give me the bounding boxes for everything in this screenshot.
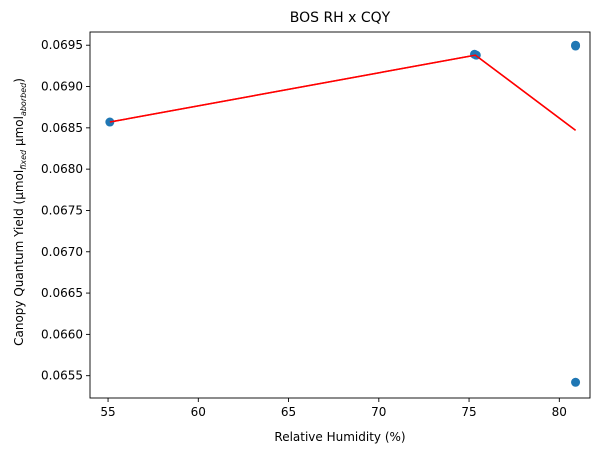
y-label-mu1: μmol	[12, 170, 26, 200]
y-tick-label: 0.0660	[41, 327, 83, 341]
y-tick-label: 0.0675	[41, 203, 83, 217]
y-tick-label: 0.0680	[41, 162, 83, 176]
scatter-point	[105, 117, 115, 127]
x-tick-label: 80	[552, 405, 567, 419]
x-axis-label: Relative Humidity (%)	[274, 430, 405, 444]
y-label-mu2: μmol	[12, 116, 26, 146]
x-tick-label: 60	[191, 405, 206, 419]
chart-title: BOS RH x CQY	[290, 10, 391, 26]
y-tick-label: 0.0670	[41, 245, 83, 259]
y-tick-label: 0.0655	[41, 369, 83, 383]
y-axis-label: Canopy Quantum Yield (μmolfixed μmolabor…	[12, 78, 28, 346]
x-tick-label: 70	[371, 405, 386, 419]
x-tick-label: 65	[281, 405, 296, 419]
y-label-close: )	[12, 78, 26, 83]
y-tick-label: 0.0695	[41, 38, 83, 52]
scatter-point	[571, 41, 581, 51]
y-tick-label: 0.0690	[41, 80, 83, 94]
y-axis-ticks: 0.0655 0.0660 0.0665 0.0670 0.0675 0.0680 0.06…	[41, 38, 90, 383]
scatter-point	[571, 377, 581, 387]
plot-area	[89, 31, 591, 399]
y-tick-label: 0.0665	[41, 286, 83, 300]
data-marks	[105, 40, 581, 387]
axes-frame	[89, 31, 591, 399]
y-tick-label: 0.0685	[41, 121, 83, 135]
x-axis-ticks: 55 60 65 70 75 80	[100, 398, 567, 419]
fit-line	[109, 54, 577, 131]
y-label-sub2: aborbed	[19, 82, 28, 116]
y-label-main: Canopy Quantum Yield (	[12, 200, 26, 346]
x-tick-label: 75	[461, 405, 476, 419]
y-label-sub1: fixed	[19, 149, 28, 170]
x-tick-label: 55	[100, 405, 115, 419]
fit-line-overlay	[109, 54, 577, 131]
